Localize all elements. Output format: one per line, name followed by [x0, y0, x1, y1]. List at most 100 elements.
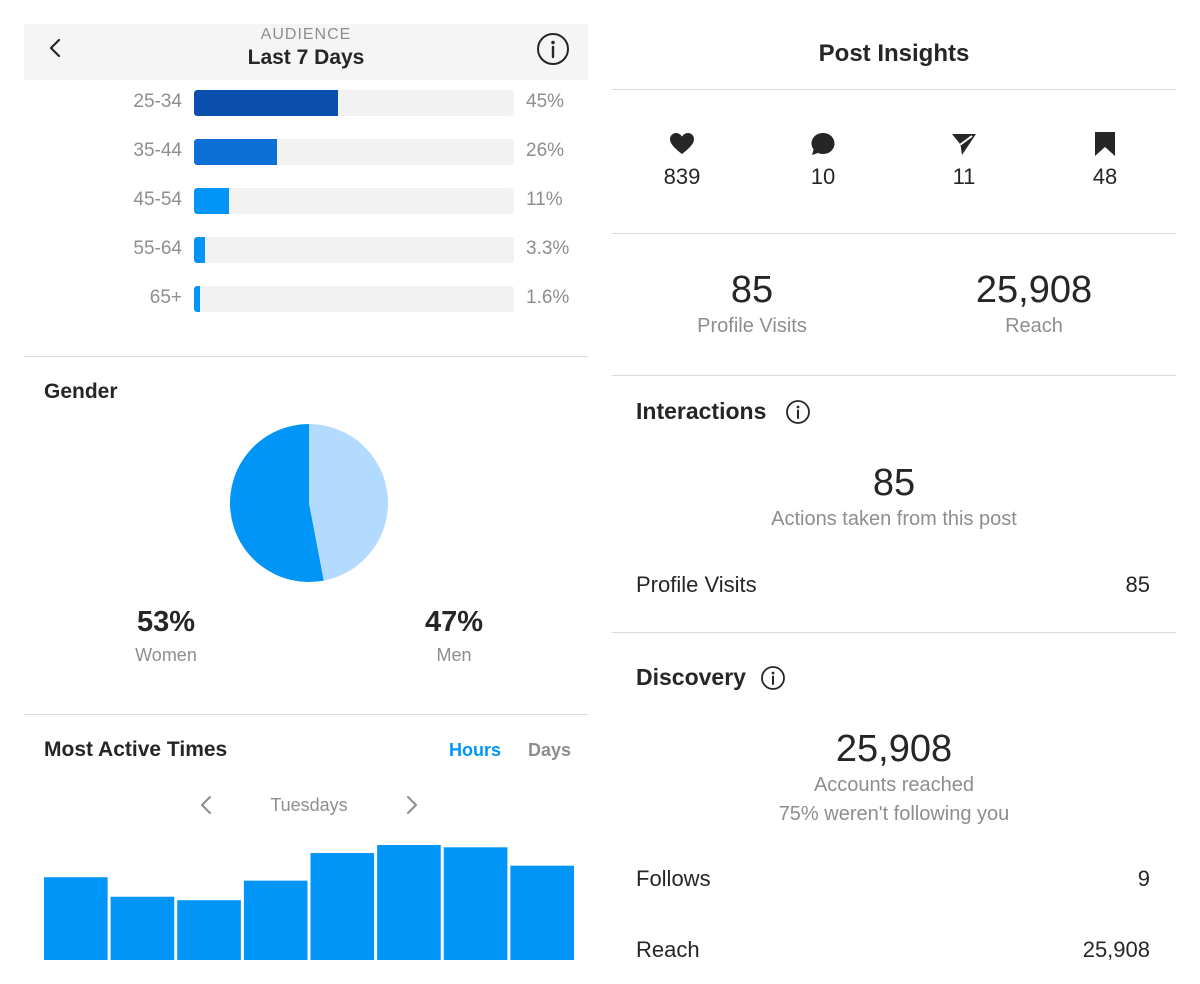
interactions-total: 85 Actions taken from this post	[612, 461, 1176, 534]
age-bar-fill	[194, 139, 278, 165]
section-divider	[612, 233, 1176, 234]
age-range-label: 55-64	[133, 238, 182, 259]
accounts-reached-count: 25,908	[835, 728, 953, 770]
age-range-label: 25-34	[133, 91, 182, 112]
age-bar-track	[194, 188, 514, 214]
post-insights-panel: Post Insights 839 10 11 48 85 Profile Vi…	[612, 0, 1176, 984]
back-chevron-icon[interactable]	[42, 34, 70, 62]
profile-visits-value: 85	[730, 269, 774, 311]
gender-pie-chart	[230, 424, 389, 582]
age-bar-track	[194, 90, 514, 116]
header-titles: AUDIENCE Last 7 Days	[24, 26, 588, 72]
comments-stat: 10	[763, 130, 883, 190]
most-active-title: Most Active Times	[44, 738, 228, 761]
share-icon	[952, 134, 976, 155]
accounts-reached-caption: Accounts reached	[813, 774, 975, 796]
age-row: 45-54 11%	[24, 187, 588, 215]
gender-title: Gender	[44, 380, 118, 403]
age-range-label: 35-44	[133, 140, 182, 161]
section-divider	[612, 375, 1176, 376]
row-label: Follows	[636, 866, 711, 891]
age-row: 25-34 45%	[24, 89, 588, 117]
section-divider	[24, 356, 588, 357]
section-divider	[612, 632, 1176, 633]
age-range-percent: 26%	[526, 140, 565, 161]
age-range-percent: 1.6%	[526, 287, 570, 308]
interactions-title: Interactions	[636, 398, 767, 424]
heart-icon	[670, 133, 694, 154]
audience-header: AUDIENCE Last 7 Days	[24, 24, 588, 80]
likes-stat: 839	[622, 130, 742, 190]
age-bar-fill	[194, 237, 205, 263]
section-divider	[24, 714, 588, 715]
profile-visits-row: Profile Visits 85	[636, 572, 1152, 602]
saves-count: 48	[1092, 164, 1118, 189]
interactions-count: 85	[872, 462, 916, 504]
saves-stat: 48	[1045, 130, 1165, 190]
discovery-title: Discovery	[636, 664, 746, 690]
row-value: 85	[1125, 572, 1150, 597]
age-bar-fill	[194, 90, 338, 116]
row-value: 25,908	[1082, 937, 1150, 962]
age-range-label: 65+	[149, 287, 182, 308]
activity-bar	[377, 845, 441, 960]
activity-bar	[510, 865, 574, 960]
info-icon[interactable]	[536, 32, 570, 66]
age-range-label: 45-54	[133, 189, 182, 210]
men-percent: 47%	[424, 606, 484, 638]
age-row: 55-64 3.3%	[24, 236, 588, 264]
activity-bar	[310, 853, 375, 960]
comments-count: 10	[810, 164, 836, 189]
reach-summary: 25,908 Reach	[894, 268, 1174, 340]
women-label: Women	[135, 645, 197, 665]
discovery-total: 25,908 Accounts reached 75% weren't foll…	[612, 727, 1176, 829]
reach-label: Reach	[1005, 315, 1063, 337]
row-label: Profile Visits	[636, 572, 757, 597]
day-label: Tuesdays	[270, 795, 348, 815]
info-icon[interactable]	[760, 665, 786, 691]
activity-bar	[177, 900, 241, 960]
age-range-percent: 3.3%	[526, 238, 570, 259]
age-range-percent: 11%	[526, 189, 563, 210]
previous-day-chevron-icon[interactable]	[197, 794, 215, 816]
profile-visits-summary: 85 Profile Visits	[612, 268, 892, 340]
header-title: Last 7 Days	[247, 46, 365, 69]
comment-icon	[811, 133, 835, 155]
age-row: 35-44 26%	[24, 138, 588, 166]
age-bar-track	[194, 139, 514, 165]
age-bar-track	[194, 286, 514, 312]
activity-bar	[443, 847, 508, 960]
women-percent: 53%	[136, 606, 196, 638]
shares-stat: 11	[904, 130, 1024, 190]
age-bar-track	[194, 237, 514, 263]
age-row: 65+ 1.6%	[24, 285, 588, 313]
likes-count: 839	[663, 164, 701, 189]
audience-panel: AUDIENCE Last 7 Days 25-34 45% 35-44 26%…	[24, 0, 588, 984]
post-insights-title: Post Insights	[818, 40, 970, 67]
row-label: Reach	[636, 937, 700, 962]
not-following-caption: 75% weren't following you	[778, 803, 1010, 825]
section-divider	[612, 89, 1176, 90]
age-bar-fill	[194, 286, 200, 312]
next-day-chevron-icon[interactable]	[403, 794, 421, 816]
row-value: 9	[1137, 866, 1150, 891]
activity-bar	[110, 896, 175, 960]
shares-count: 11	[952, 164, 976, 189]
men-label: Men	[436, 645, 472, 665]
pie-slice-women	[230, 424, 324, 582]
age-range-percent: 45%	[526, 91, 565, 112]
interactions-caption: Actions taken from this post	[771, 508, 1017, 530]
age-bar-fill	[194, 188, 230, 214]
profile-visits-label: Profile Visits	[697, 315, 807, 337]
hours-toggle[interactable]: Hours	[449, 740, 502, 760]
activity-bar	[44, 877, 108, 960]
header-kicker: AUDIENCE	[260, 26, 352, 43]
reach-value: 25,908	[975, 269, 1093, 311]
follows-row: Follows 9	[636, 866, 1152, 896]
pie-slice-men	[309, 424, 389, 581]
reach-row: Reach 25,908	[636, 937, 1152, 967]
days-toggle[interactable]: Days	[528, 740, 572, 760]
info-icon[interactable]	[785, 399, 811, 425]
hours-activity-chart	[44, 845, 574, 960]
activity-bar	[243, 880, 308, 960]
